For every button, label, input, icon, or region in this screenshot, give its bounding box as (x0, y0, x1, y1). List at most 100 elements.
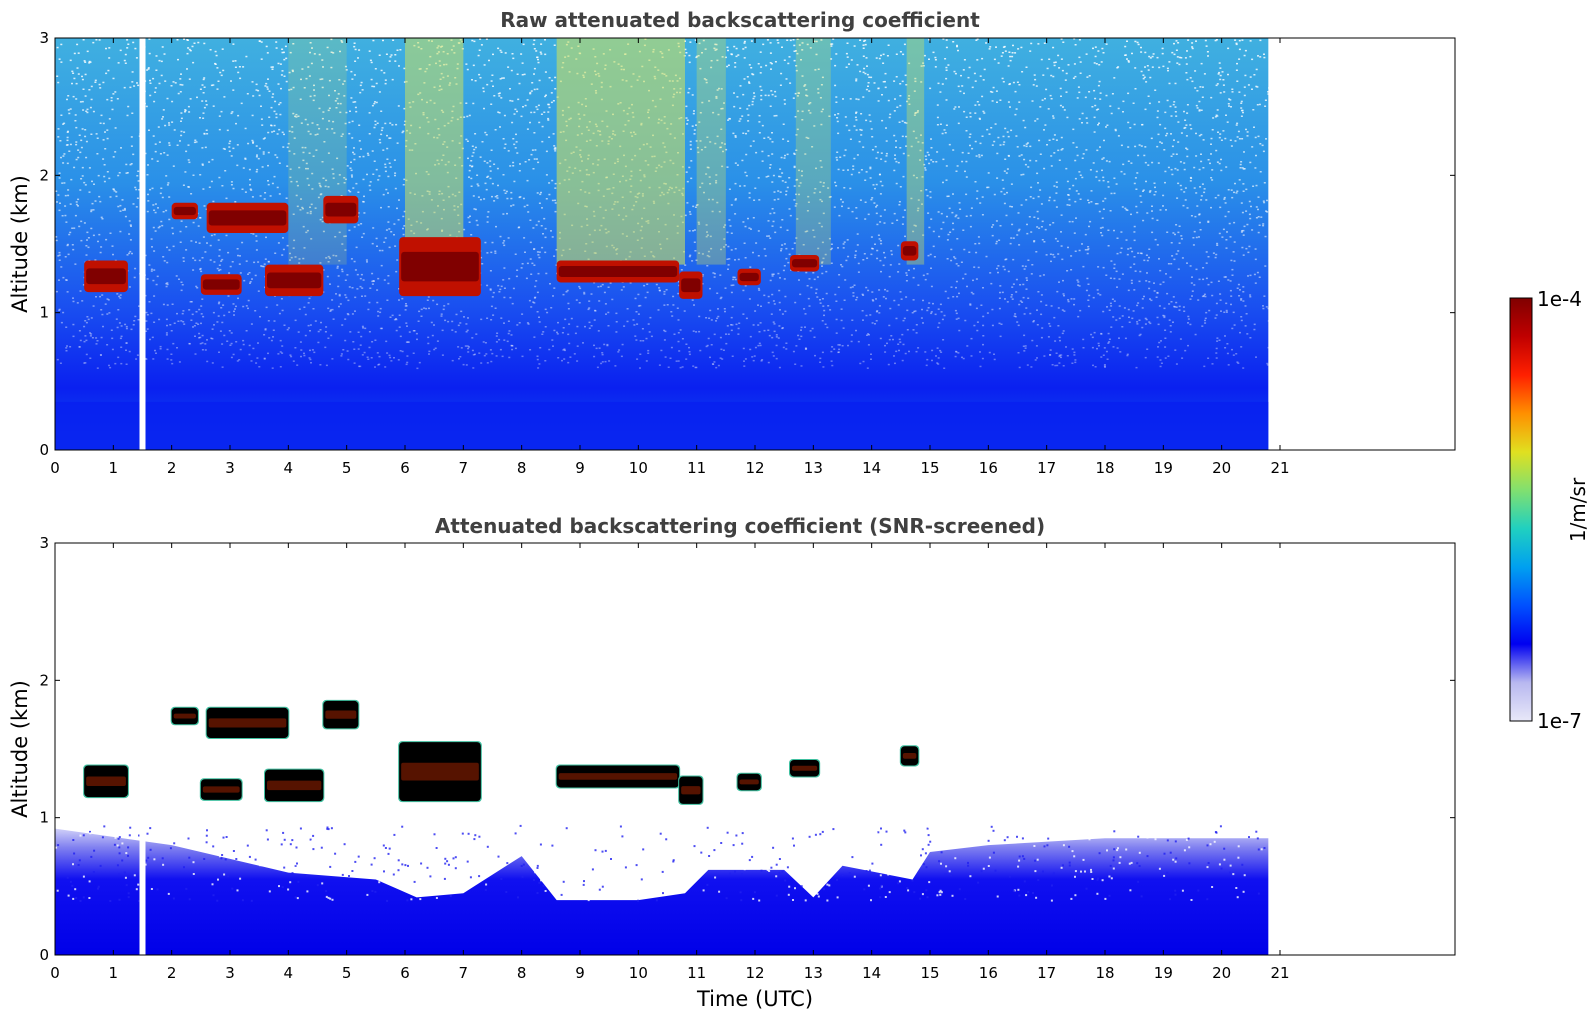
cloud-core (739, 779, 759, 785)
chart-top-y-label: Altitude (km) (8, 175, 32, 313)
cloud-core (401, 762, 479, 781)
x-tick-label: 9 (575, 964, 585, 982)
x-tick-label: 6 (400, 964, 410, 982)
x-tick-label: 21 (1270, 459, 1289, 477)
x-tick-label: 3 (225, 964, 235, 982)
colorbar-max-label: 1e-4 (1537, 287, 1582, 311)
cloud-core (202, 279, 240, 290)
cloud-layer (323, 195, 359, 224)
x-tick-label: 16 (979, 964, 998, 982)
cloud-core (173, 206, 196, 216)
x-tick-label: 11 (687, 964, 706, 982)
x-tick-label: 15 (920, 459, 939, 477)
x-tick-label: 18 (1095, 459, 1114, 477)
x-tick-label: 15 (920, 964, 939, 982)
cloud-core (401, 251, 479, 282)
cloud-layer (900, 241, 919, 261)
cloud-layer (83, 764, 129, 799)
aerosol-column (556, 38, 685, 265)
x-tick-label: 12 (745, 459, 764, 477)
x-tick-label: 19 (1154, 459, 1173, 477)
cloud-layer (556, 260, 680, 283)
cloud-core (681, 786, 701, 795)
x-tick-label: 17 (1037, 964, 1056, 982)
cloud-core (208, 718, 287, 728)
y-tick-label: 0 (39, 441, 49, 459)
cloud-layer (678, 775, 704, 805)
chart-bottom-plot-area (55, 543, 1269, 955)
x-tick-label: 20 (1212, 964, 1231, 982)
cloud-core (86, 776, 126, 787)
cloud-core (267, 272, 322, 289)
surface-layer (55, 401, 1269, 450)
cloud-layer (265, 264, 324, 297)
x-tick-label: 8 (517, 459, 527, 477)
chart-top-title: Raw attenuated backscattering coefficien… (500, 8, 980, 32)
aerosol-column (795, 38, 831, 265)
x-tick-label: 16 (979, 459, 998, 477)
cloud-core (325, 202, 357, 217)
chart-bottom-x-label: Time (UTC) (696, 987, 813, 1011)
cloud-core (325, 710, 357, 719)
colorbar-min-label: 1e-7 (1537, 709, 1582, 733)
cloud-core (558, 265, 678, 277)
cloud-core (208, 210, 287, 226)
cloud-layer (170, 706, 199, 726)
cloud-layer (398, 741, 482, 803)
x-tick-label: 20 (1212, 459, 1231, 477)
cloud-layer (399, 237, 481, 297)
x-tick-label: 13 (804, 964, 823, 982)
cloud-core (267, 780, 322, 791)
y-tick-label: 3 (39, 534, 49, 552)
colorbar: 1e-4 1e-7 1/m/sr (1509, 287, 1590, 733)
x-tick-label: 11 (687, 459, 706, 477)
y-tick-label: 1 (39, 304, 49, 322)
x-tick-label: 10 (629, 964, 648, 982)
y-tick-label: 1 (39, 809, 49, 827)
x-tick-label: 14 (862, 459, 881, 477)
cloud-layer (200, 274, 242, 295)
cloud-core (739, 272, 759, 282)
colorbar-scale (1509, 297, 1533, 722)
aerosol-column (696, 38, 726, 265)
cloud-layer (555, 764, 681, 789)
cloud-core (202, 786, 240, 793)
chart-bottom-title: Attenuated backscattering coefficient (S… (435, 514, 1045, 538)
cloud-layer (84, 260, 128, 293)
chart-top-y-axis: 0 1 2 3 (39, 29, 1455, 459)
x-tick-label: 2 (167, 964, 177, 982)
data-gap (139, 543, 146, 955)
x-tick-label: 17 (1037, 459, 1056, 477)
cloud-layer (679, 271, 703, 299)
x-tick-label: 2 (167, 459, 177, 477)
chart-bottom: Attenuated backscattering coefficient (S… (8, 514, 1456, 1011)
cloud-core (792, 765, 818, 771)
chart-bottom-y-axis: 0 1 2 3 (39, 534, 1455, 964)
y-tick-label: 3 (39, 29, 49, 47)
x-tick-label: 12 (745, 964, 764, 982)
chart-top-plot-area (55, 38, 1271, 450)
cloud-core (681, 278, 701, 293)
cloud-core (86, 268, 126, 285)
cloud-core (792, 259, 818, 268)
chart-top-x-axis: 0 1 2 3 4 5 6 7 8 9 10 11 12 13 14 15 16 17 18 19 20 21 (50, 38, 1290, 477)
x-tick-label: 5 (342, 459, 352, 477)
cloud-layer (736, 772, 762, 792)
x-tick-label: 1 (109, 459, 119, 477)
x-tick-label: 14 (862, 964, 881, 982)
cloud-core (902, 752, 917, 759)
x-tick-label: 4 (284, 964, 294, 982)
x-tick-label: 5 (342, 964, 352, 982)
x-tick-label: 19 (1154, 964, 1173, 982)
y-tick-label: 2 (39, 671, 49, 689)
cloud-layer (206, 202, 289, 234)
x-tick-label: 10 (629, 459, 648, 477)
x-tick-label: 0 (50, 459, 60, 477)
chart-top: Raw attenuated backscattering coefficien… (8, 8, 1456, 477)
chart-bottom-y-label: Altitude (km) (8, 680, 32, 818)
x-tick-label: 6 (400, 459, 410, 477)
y-tick-label: 2 (39, 166, 49, 184)
cloud-core (558, 773, 678, 780)
cloud-layer (790, 254, 820, 272)
